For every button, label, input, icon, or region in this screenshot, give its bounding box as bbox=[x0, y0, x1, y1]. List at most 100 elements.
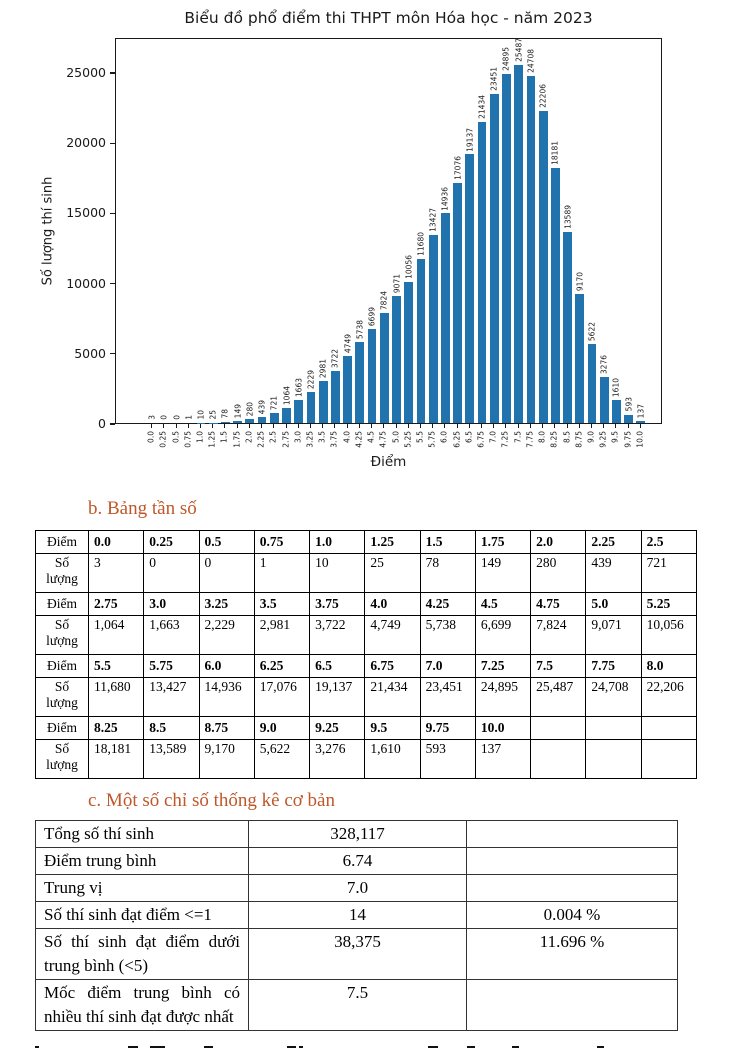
bar bbox=[343, 356, 353, 423]
bar bbox=[440, 213, 450, 423]
cutoff-text-mark bbox=[128, 1045, 138, 1048]
x-tick-label: 3.0 bbox=[293, 431, 303, 443]
x-tick-label: 2.25 bbox=[256, 431, 266, 448]
freq-score-cell: 7.5 bbox=[530, 654, 587, 678]
stats-row: Mốc điểm trung bình có nhiều thí sinh đạ… bbox=[35, 979, 678, 1031]
bar bbox=[355, 342, 365, 423]
x-tick-label: 4.0 bbox=[342, 431, 352, 443]
freq-score-cell: 4.0 bbox=[364, 592, 421, 616]
freq-score-cell: 5.25 bbox=[640, 592, 698, 616]
x-tick-mark bbox=[212, 424, 214, 428]
bar bbox=[404, 281, 414, 423]
x-tick-label: 5.75 bbox=[427, 431, 437, 448]
stats-value-cell: 14 bbox=[248, 901, 467, 929]
freq-row-label: Số lượng bbox=[35, 677, 89, 717]
freq-count-cell: 137 bbox=[474, 739, 532, 779]
bar-value-label: 6699 bbox=[367, 306, 377, 326]
x-tick-label: 1.25 bbox=[207, 431, 217, 448]
x-tick-mark bbox=[578, 424, 580, 428]
cutoff-text-mark bbox=[428, 1045, 438, 1048]
cutoff-text-mark bbox=[512, 1045, 519, 1048]
bar-value-label: 5738 bbox=[355, 320, 365, 340]
x-axis-ticks: 0.0 0.25 0.5 0.75 1.0 1.25 1.5 1.75 2.0 2.25 2.5 2.… bbox=[115, 424, 662, 470]
freq-row-label: Số lượng bbox=[35, 615, 89, 655]
freq-score-cell: 10.0 bbox=[474, 716, 532, 740]
x-tick-label: 1.5 bbox=[219, 431, 229, 443]
freq-score-cell: 5.5 bbox=[87, 654, 145, 678]
freq-score-cell: 6.75 bbox=[364, 654, 421, 678]
x-tick-mark bbox=[273, 424, 275, 428]
cutoff-text-mark bbox=[299, 1045, 303, 1048]
x-tick-label: 9.75 bbox=[623, 431, 633, 448]
freq-count-row: Số lượng 1,064 1,663 2,229 2,981 3,722 4,749 5,… bbox=[35, 615, 698, 655]
x-tick-label: 6.0 bbox=[439, 431, 449, 443]
bar bbox=[331, 370, 340, 423]
x-tick-label: 2.5 bbox=[268, 431, 278, 443]
x-tick-mark bbox=[309, 424, 311, 428]
freq-count-cell: 1,663 bbox=[143, 615, 200, 655]
bar-value-label: 0 bbox=[172, 415, 182, 420]
freq-count-cell: 18,181 bbox=[87, 739, 145, 779]
bar-value-label: 25487 bbox=[514, 38, 524, 63]
x-tick-mark bbox=[346, 424, 348, 428]
freq-count-row: Số lượng 18,181 13,589 9,170 5,622 3,276 1,610… bbox=[35, 739, 698, 779]
bar-value-label: 22206 bbox=[538, 84, 548, 109]
x-tick-mark bbox=[407, 424, 409, 428]
stats-percent-cell bbox=[466, 847, 678, 875]
freq-count-cell: 23,451 bbox=[419, 677, 476, 717]
x-tick-mark bbox=[566, 424, 568, 428]
x-tick-label: 5.5 bbox=[415, 431, 425, 443]
freq-count-cell: 25,487 bbox=[530, 677, 587, 717]
bar-value-label: 280 bbox=[245, 401, 255, 417]
bar-value-label: 24708 bbox=[526, 49, 536, 74]
bar-value-label: 13589 bbox=[563, 205, 573, 230]
bar bbox=[587, 344, 597, 423]
bar bbox=[416, 259, 426, 423]
freq-count-cell bbox=[530, 739, 587, 779]
bar bbox=[367, 328, 377, 423]
freq-score-cell: 7.25 bbox=[474, 654, 532, 678]
bar bbox=[636, 421, 646, 423]
bar bbox=[379, 313, 389, 423]
freq-count-cell: 7,824 bbox=[530, 615, 587, 655]
freq-count-cell: 10 bbox=[309, 553, 366, 593]
bar bbox=[477, 122, 487, 423]
x-tick-mark bbox=[505, 424, 507, 428]
x-tick-mark bbox=[285, 424, 287, 428]
bar bbox=[221, 421, 230, 423]
freq-count-cell: 280 bbox=[530, 553, 587, 593]
cutoff-text-mark bbox=[287, 1045, 296, 1048]
bar bbox=[526, 76, 536, 423]
stats-row: Trung vị 7.0 bbox=[35, 874, 678, 902]
x-tick-label: 9.25 bbox=[598, 431, 608, 448]
y-tick-label: 5000 bbox=[74, 345, 106, 361]
freq-count-cell: 24,895 bbox=[474, 677, 532, 717]
freq-score-cell: 4.5 bbox=[474, 592, 532, 616]
stats-percent-cell bbox=[466, 979, 678, 1031]
bar-value-label: 9071 bbox=[392, 273, 401, 293]
freq-row-label: Số lượng bbox=[35, 553, 89, 593]
freq-count-cell: 78 bbox=[419, 553, 476, 593]
bar-value-label: 13427 bbox=[428, 207, 438, 232]
bar-value-label: 2981 bbox=[318, 359, 328, 379]
x-tick-label: 3.25 bbox=[305, 431, 315, 448]
freq-score-cell: 3.5 bbox=[253, 592, 311, 616]
x-tick-mark bbox=[371, 424, 373, 428]
bar-value-label: 149 bbox=[233, 403, 243, 418]
bar-value-label: 721 bbox=[269, 395, 279, 410]
freq-score-cell: 6.0 bbox=[198, 654, 255, 678]
freq-count-cell: 14,936 bbox=[198, 677, 255, 717]
stats-row: Số thí sinh đạt điểm <=1 14 0.004 % bbox=[35, 901, 678, 929]
x-tick-label: 7.25 bbox=[500, 431, 510, 448]
freq-count-cell: 13,427 bbox=[143, 677, 200, 717]
x-tick-mark bbox=[639, 424, 641, 428]
stats-value-cell: 7.5 bbox=[248, 979, 467, 1031]
freq-count-cell: 5,738 bbox=[419, 615, 476, 655]
y-tick-mark bbox=[110, 72, 115, 74]
freq-score-cell: 1.75 bbox=[474, 530, 532, 554]
x-tick-mark bbox=[468, 424, 470, 428]
freq-score-cell: 5.75 bbox=[143, 654, 200, 678]
freq-score-cell: 7.0 bbox=[419, 654, 476, 678]
freq-count-cell: 3,276 bbox=[309, 739, 366, 779]
bar-value-label: 1064 bbox=[282, 385, 292, 406]
